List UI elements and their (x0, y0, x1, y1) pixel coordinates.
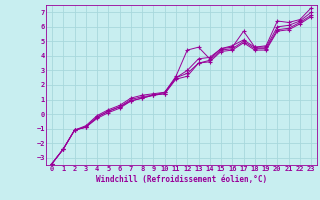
X-axis label: Windchill (Refroidissement éolien,°C): Windchill (Refroidissement éolien,°C) (96, 175, 267, 184)
